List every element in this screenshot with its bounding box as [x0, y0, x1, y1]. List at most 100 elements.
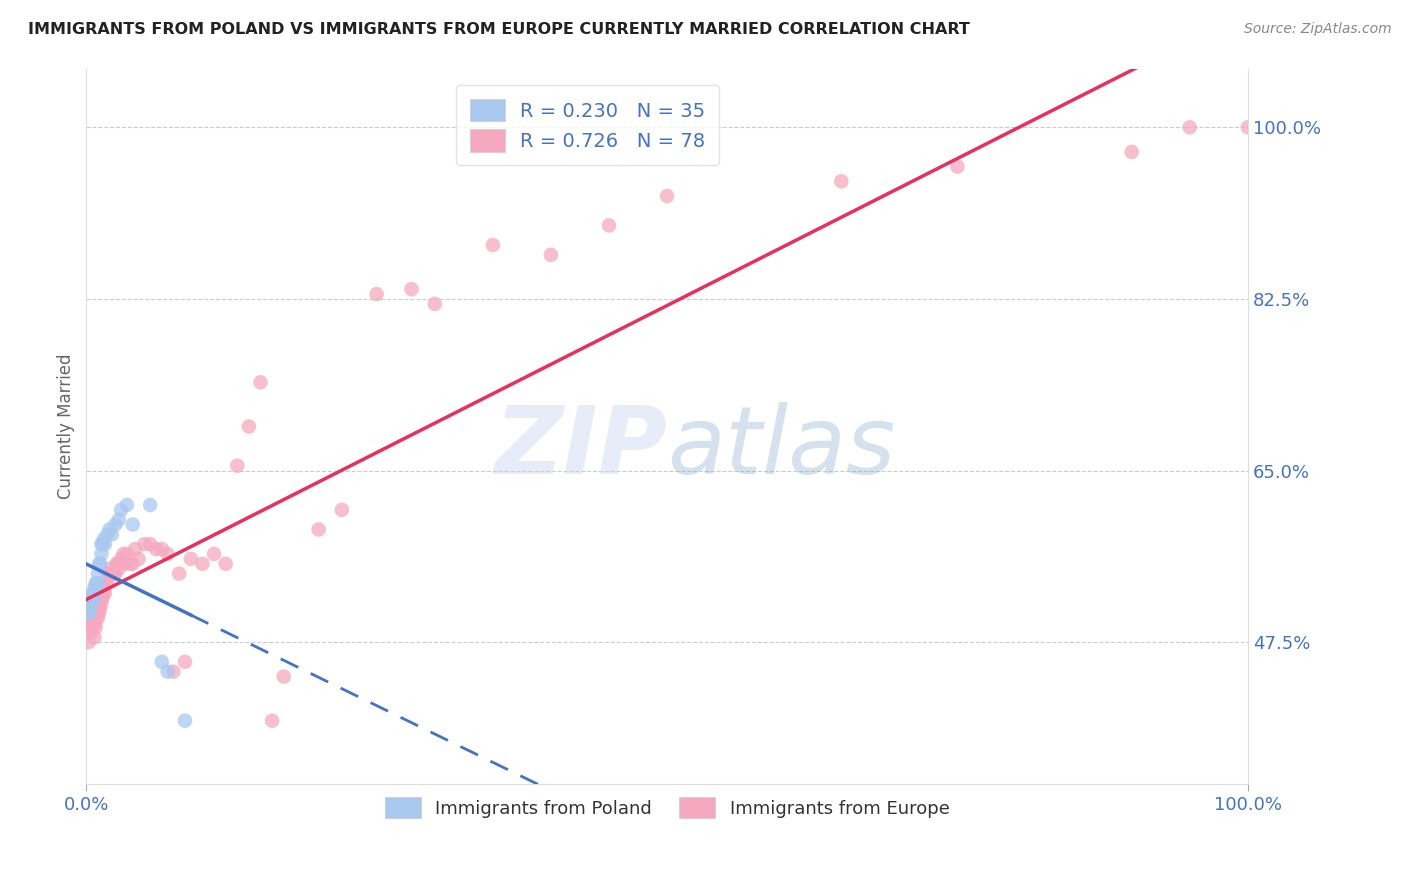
Point — [238, 419, 260, 434]
Point — [120, 557, 142, 571]
Point — [167, 566, 190, 581]
Point — [128, 552, 150, 566]
Point — [91, 537, 114, 551]
Point — [107, 557, 129, 571]
Point — [94, 537, 117, 551]
Point — [114, 557, 136, 571]
Point — [124, 542, 146, 557]
Point — [90, 586, 112, 600]
Text: IMMIGRANTS FROM POLAND VS IMMIGRANTS FROM EUROPE CURRENTLY MARRIED CORRELATION C: IMMIGRANTS FROM POLAND VS IMMIGRANTS FRO… — [28, 22, 970, 37]
Point — [89, 557, 111, 571]
Point — [174, 655, 197, 669]
Point — [423, 297, 446, 311]
Point — [90, 537, 112, 551]
Point — [98, 566, 121, 581]
Point — [83, 582, 105, 596]
Point — [96, 576, 118, 591]
Point — [366, 287, 388, 301]
Point — [93, 533, 115, 547]
Point — [139, 537, 162, 551]
Point — [87, 566, 110, 581]
Point — [82, 606, 104, 620]
Point — [108, 562, 131, 576]
Text: ZIP: ZIP — [494, 402, 666, 494]
Point — [202, 547, 225, 561]
Point — [121, 557, 143, 571]
Point — [249, 376, 271, 390]
Point — [112, 547, 135, 561]
Point — [115, 498, 138, 512]
Text: atlas: atlas — [666, 402, 896, 493]
Point — [86, 596, 108, 610]
Point — [162, 665, 184, 679]
Point — [134, 537, 156, 551]
Point — [87, 576, 110, 591]
Point — [76, 606, 98, 620]
Point — [104, 566, 127, 581]
Point — [1237, 120, 1260, 135]
Point — [87, 611, 110, 625]
Point — [655, 189, 678, 203]
Point — [191, 557, 214, 571]
Point — [145, 542, 167, 557]
Point — [482, 238, 505, 252]
Point — [90, 596, 112, 610]
Point — [100, 562, 122, 576]
Point — [80, 606, 103, 620]
Point — [156, 547, 179, 561]
Point — [84, 586, 107, 600]
Point — [110, 503, 132, 517]
Point — [598, 219, 620, 233]
Point — [82, 611, 104, 625]
Point — [90, 547, 112, 561]
Point — [82, 615, 104, 630]
Point — [108, 513, 131, 527]
Point — [84, 615, 107, 630]
Point — [91, 591, 114, 606]
Point — [308, 523, 330, 537]
Point — [86, 576, 108, 591]
Point — [121, 517, 143, 532]
Point — [101, 527, 124, 541]
Point — [110, 552, 132, 566]
Point — [401, 282, 423, 296]
Point — [226, 458, 249, 473]
Point — [97, 566, 120, 581]
Point — [80, 596, 103, 610]
Point — [79, 601, 101, 615]
Point — [80, 591, 103, 606]
Point — [139, 498, 162, 512]
Point — [94, 576, 117, 591]
Point — [1121, 145, 1143, 159]
Point — [540, 248, 562, 262]
Point — [101, 566, 124, 581]
Point — [87, 606, 110, 620]
Point — [103, 566, 125, 581]
Point — [83, 606, 105, 620]
Point — [82, 596, 104, 610]
Point — [93, 582, 115, 596]
Y-axis label: Currently Married: Currently Married — [58, 354, 75, 500]
Point — [180, 552, 202, 566]
Point — [79, 615, 101, 630]
Point — [84, 576, 107, 591]
Point — [1178, 120, 1201, 135]
Point — [82, 620, 104, 634]
Point — [77, 635, 100, 649]
Point — [93, 586, 115, 600]
Point — [77, 601, 100, 615]
Point — [94, 586, 117, 600]
Point — [101, 566, 124, 581]
Point — [104, 517, 127, 532]
Point — [77, 620, 100, 634]
Point — [156, 665, 179, 679]
Point — [830, 174, 852, 188]
Point — [87, 557, 110, 571]
Point — [80, 625, 103, 640]
Point — [262, 714, 284, 728]
Point — [87, 601, 110, 615]
Point — [96, 527, 118, 541]
Point — [115, 547, 138, 561]
Point — [83, 630, 105, 644]
Point — [89, 591, 111, 606]
